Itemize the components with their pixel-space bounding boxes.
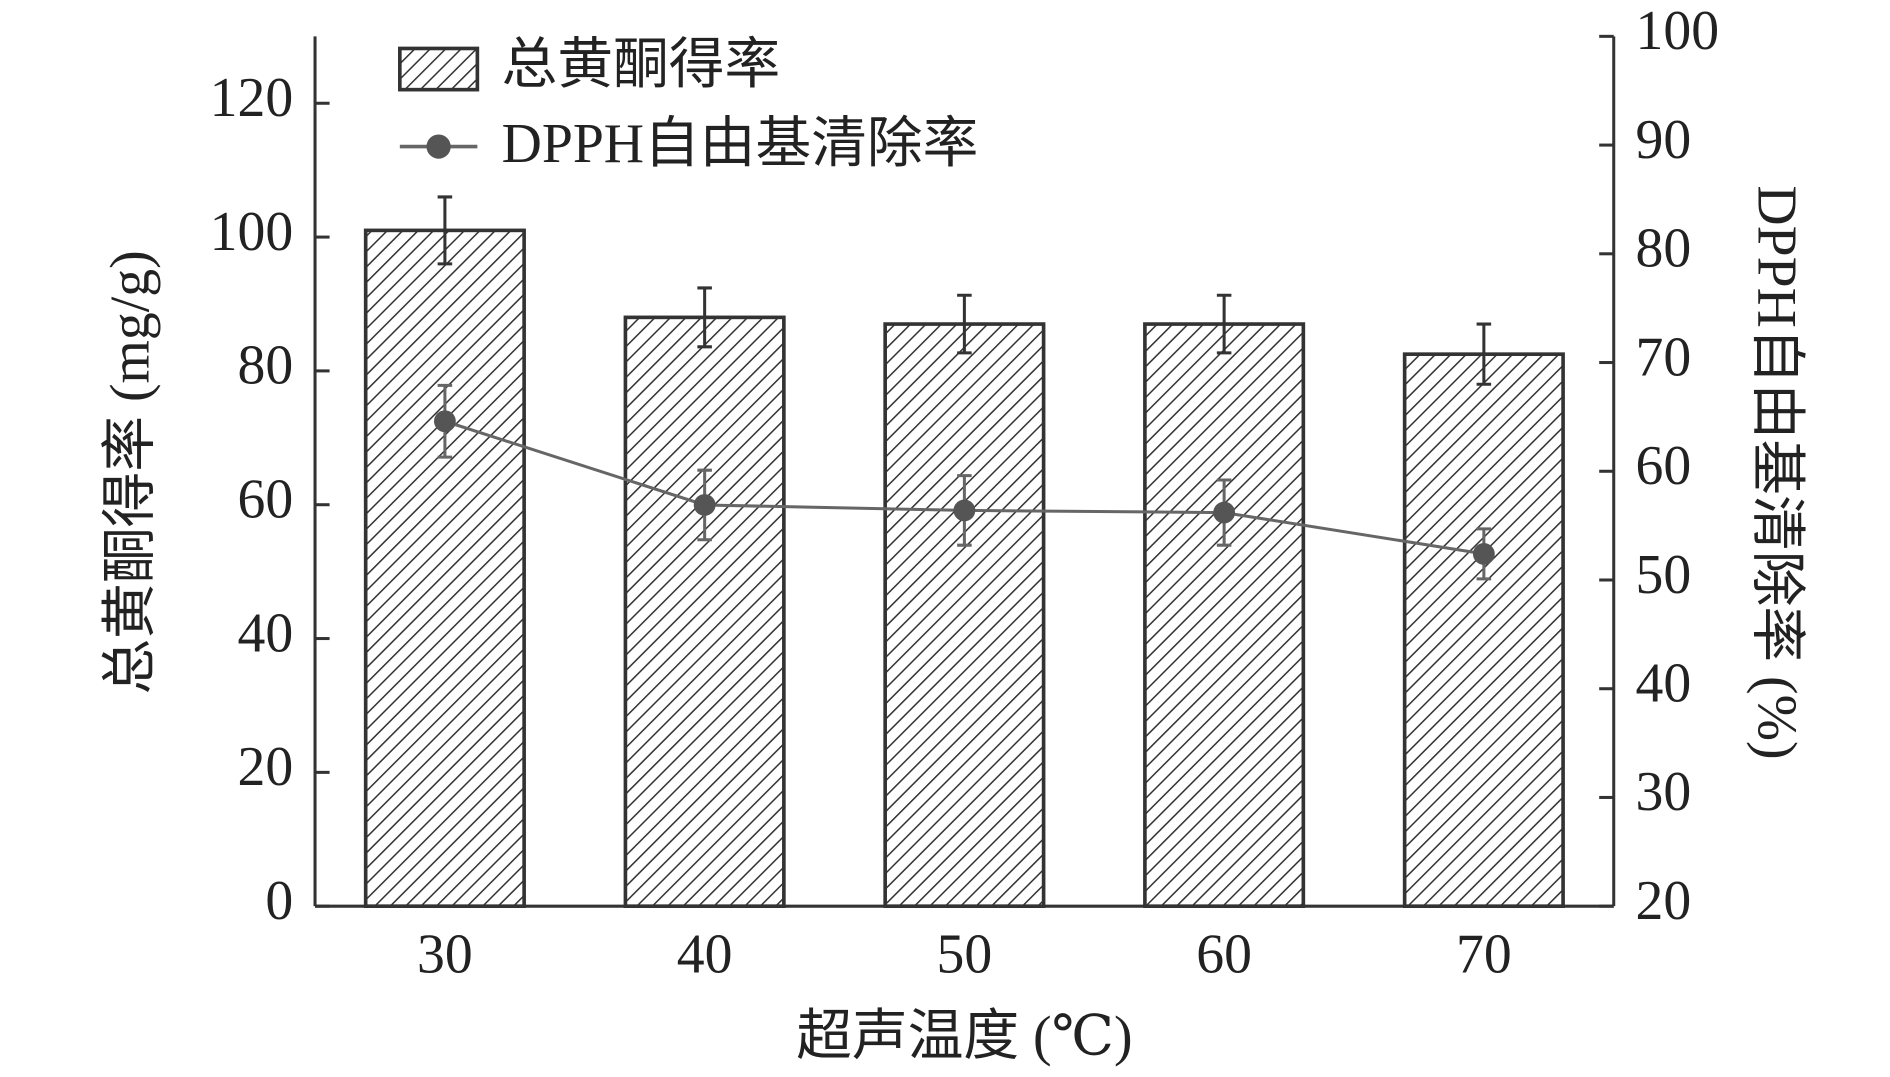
y-tick-label: 0 [265,870,293,932]
point [953,499,976,522]
legend-label: DPPH自由基清除率 [502,113,979,175]
point [1213,501,1236,524]
y2-tick-label: 60 [1636,435,1692,497]
x-axis-label: 超声温度 (℃) [796,1006,1132,1068]
y-tick-label: 120 [210,67,294,129]
bar [1143,322,1306,908]
legend-label: 总黄酮得率 [502,34,781,96]
y2-tick-label: 40 [1636,653,1692,715]
bar [883,322,1046,908]
x-tick-label: 70 [1456,923,1512,985]
error-bar [1216,293,1232,355]
x-tick-label: 60 [1196,923,1252,985]
x-tick-label: 40 [677,923,733,985]
point [434,410,456,433]
y-axis-label: 总黄酮得率 (mg/g) [100,250,162,694]
error-bar [957,293,972,355]
error-bar [697,286,712,349]
y2-tick-label: 30 [1636,761,1692,823]
y2-tick-label: 90 [1636,109,1692,171]
y-tick-label: 60 [238,468,294,530]
legend-marker [426,134,451,159]
y2-tick-label: 70 [1636,326,1692,388]
bar [623,315,786,908]
y2-tick-label: 100 [1636,0,1720,62]
y2-tick-label: 80 [1636,218,1692,280]
legend-swatch [398,46,480,92]
y2-tick-label: 20 [1636,870,1692,932]
x-tick-label: 30 [417,923,473,985]
bar [363,228,526,908]
y-tick-label: 100 [210,201,294,263]
y-tick-label: 80 [238,335,294,397]
y2-tick-label: 50 [1636,544,1692,606]
x-tick-label: 50 [937,923,993,985]
point [1472,542,1495,565]
bar [1402,352,1565,908]
point [693,494,716,516]
error-bar [437,195,453,266]
error-bar [1476,322,1492,386]
y-tick-label: 40 [238,602,294,664]
y-tick-label: 20 [238,736,294,798]
y2-axis-label: DPPH自由基清除率 (%) [1745,185,1807,759]
